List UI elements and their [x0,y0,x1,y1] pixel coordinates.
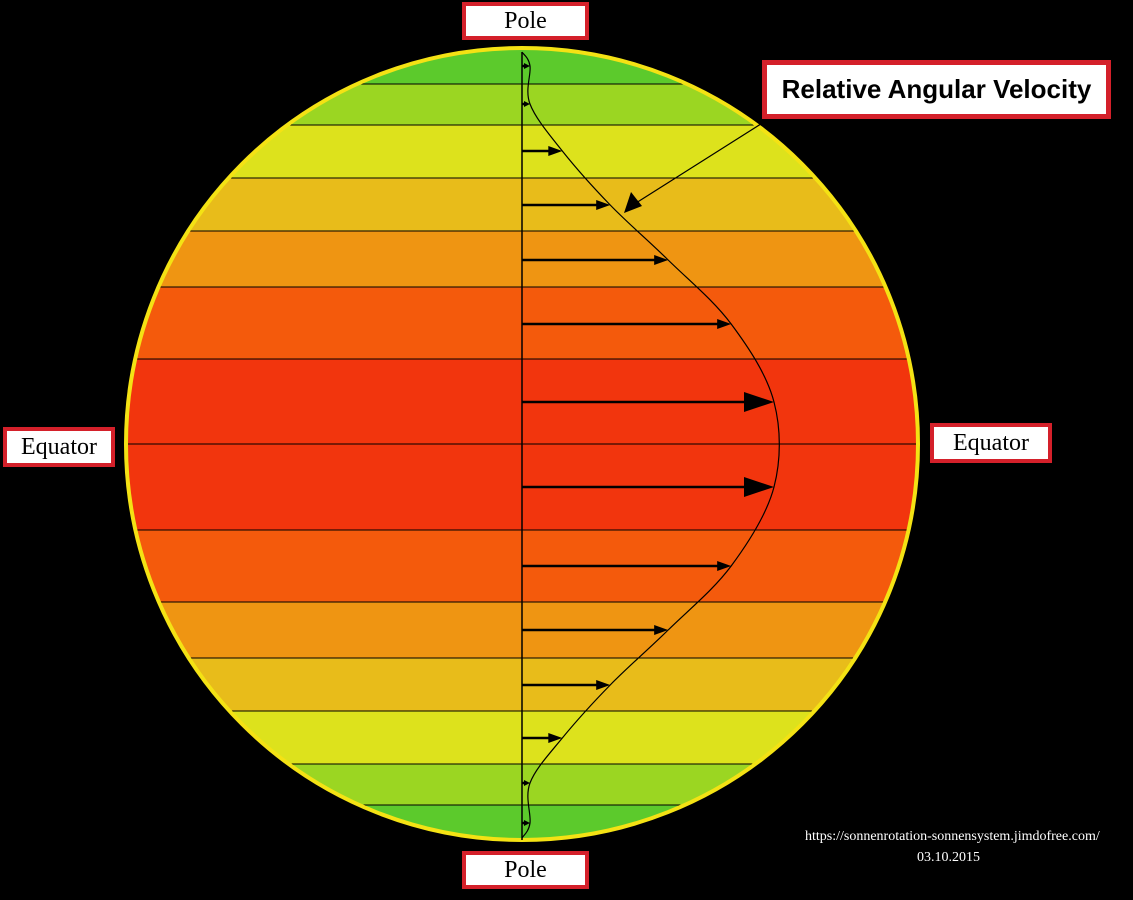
velocity-arrow [522,561,732,571]
velocity-arrow [522,780,530,786]
callout-pointer [624,121,765,213]
relative-angular-velocity-label: Relative Angular Velocity [762,60,1111,119]
pole-top-label: Pole [462,2,589,40]
velocity-arrow [522,319,732,329]
velocity-arrow [522,680,611,690]
pole-bottom-label: Pole [462,851,589,889]
velocity-profile-curve [521,51,780,839]
velocity-arrow [522,625,669,635]
velocity-arrow [522,820,530,826]
equator-right-label: Equator [930,423,1052,463]
source-url: https://sonnenrotation-sonnensystem.jimd… [805,829,1100,844]
velocity-arrow [522,733,563,743]
velocity-arrows [522,63,774,826]
velocity-arrow [522,63,530,69]
velocity-arrow [522,477,774,497]
velocity-arrow [522,200,611,210]
velocity-arrow [522,101,530,107]
velocity-arrow [522,392,774,412]
source-date: 03.10.2015 [917,850,980,865]
velocity-arrow [522,255,669,265]
velocity-arrow [522,146,563,156]
equator-left-label: Equator [3,427,115,467]
